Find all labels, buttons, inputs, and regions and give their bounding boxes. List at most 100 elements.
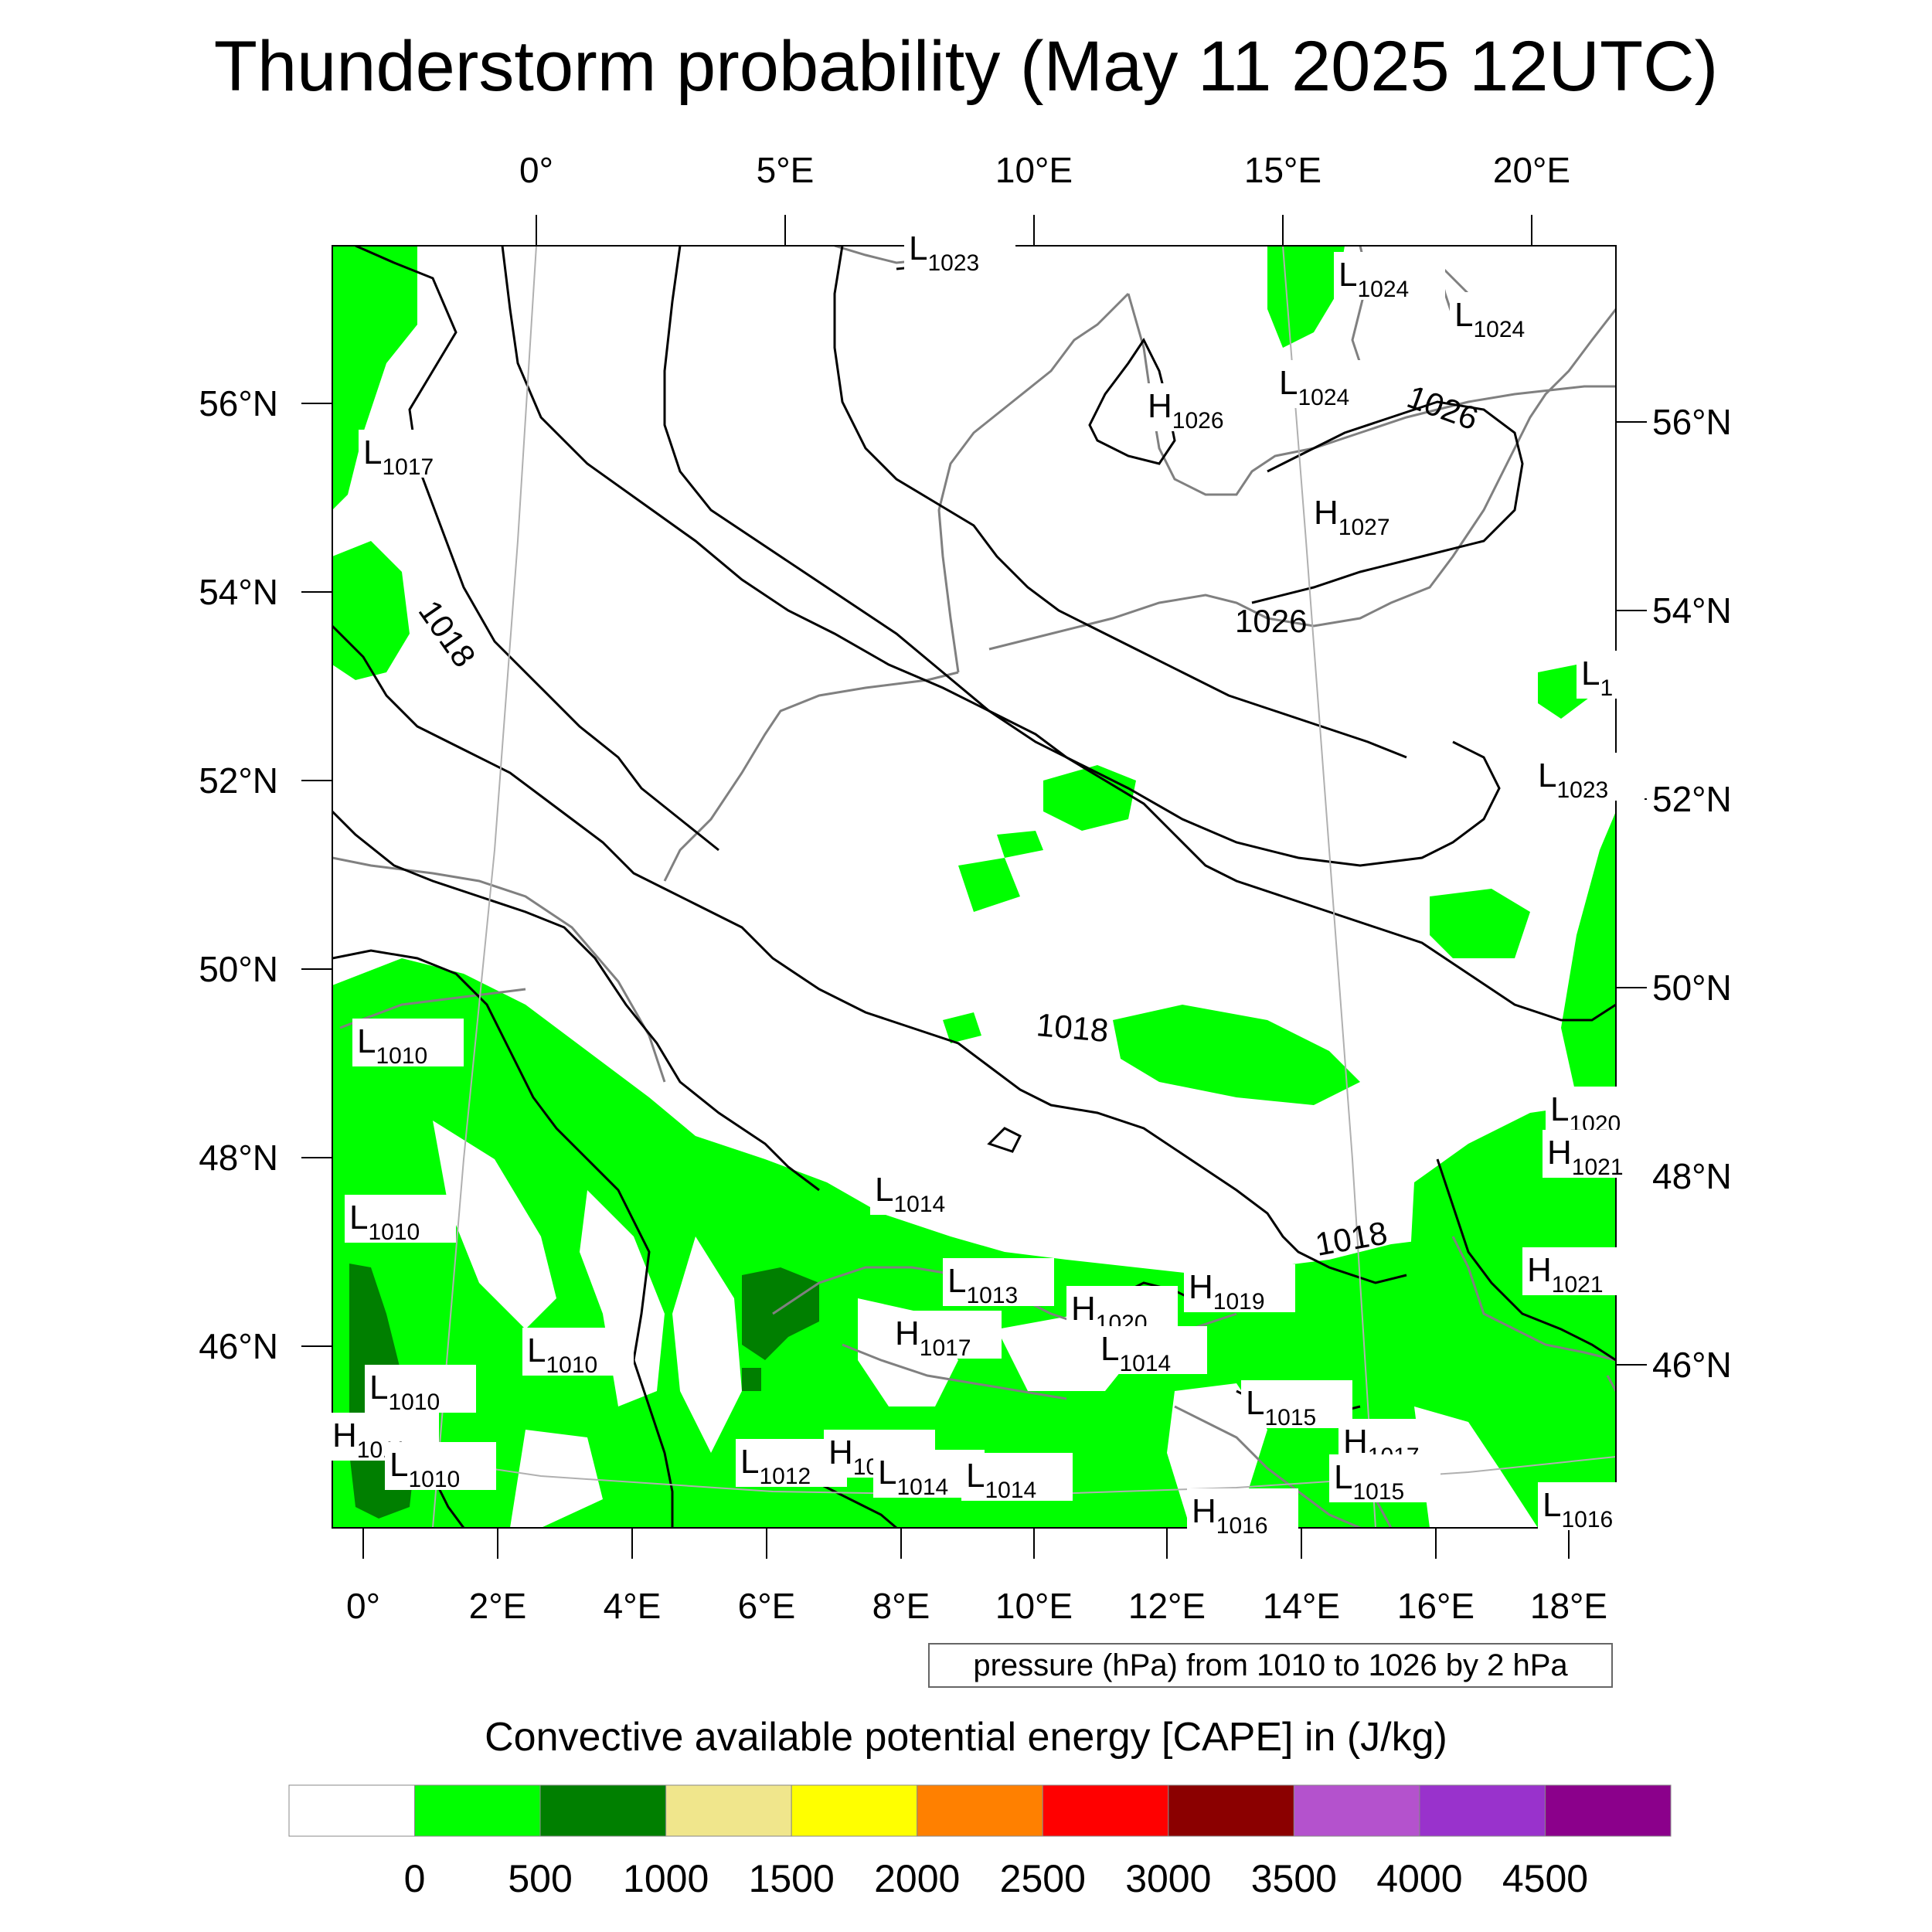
bottom-lon-label: 6°E bbox=[738, 1586, 796, 1626]
bottom-lon-label: 2°E bbox=[469, 1586, 527, 1626]
pressure-center-type: L bbox=[1543, 1486, 1561, 1524]
bottom-lon-label: 4°E bbox=[604, 1586, 662, 1626]
pressure-center-background bbox=[1543, 1130, 1654, 1178]
top-lon-label: 20°E bbox=[1493, 150, 1570, 190]
left-lat-ticks bbox=[301, 403, 332, 1347]
pressure-center-type: L bbox=[875, 1171, 893, 1209]
pressure-center-value: 1010 bbox=[388, 1389, 440, 1415]
isobars bbox=[332, 246, 1616, 1528]
high-pressure-label: H1026 bbox=[1148, 387, 1224, 434]
pressure-center-background bbox=[352, 1019, 464, 1066]
pressure-center-type: L bbox=[1100, 1330, 1119, 1368]
right-lat-label: 50°N bbox=[1652, 968, 1732, 1008]
low-pressure-label: L1014 bbox=[1100, 1330, 1171, 1376]
low-pressure-label: L1014 bbox=[875, 1171, 945, 1217]
low-pressure-label: L1024 bbox=[1338, 256, 1409, 302]
bottom-lon-label: 10°E bbox=[995, 1586, 1073, 1626]
bottom-lon-label: 14°E bbox=[1263, 1586, 1340, 1626]
colorbar-title: Convective available potential energy [C… bbox=[485, 1715, 1447, 1760]
low-pressure-label: L1014 bbox=[878, 1454, 948, 1500]
pressure-center-background bbox=[359, 430, 470, 478]
pressure-center-value: 1014 bbox=[893, 1192, 945, 1217]
pressure-center-type: L bbox=[1338, 256, 1357, 294]
right-lat-ticks bbox=[1616, 421, 1647, 1366]
pressure-center-value: 1021 bbox=[1572, 1155, 1624, 1180]
pressure-center-type: L bbox=[966, 1457, 985, 1495]
left-lat-labels: 56°N 54°N 52°N 50°N 48°N 46°N bbox=[199, 383, 278, 1366]
top-lon-ticks bbox=[536, 215, 1532, 246]
right-lat-label: 46°N bbox=[1652, 1345, 1732, 1385]
pressure-center-background bbox=[1538, 1482, 1649, 1530]
pressure-center-type: L bbox=[1454, 296, 1473, 334]
pressure-center-background bbox=[1143, 383, 1254, 431]
pressure-center-value: 1016 bbox=[1216, 1513, 1268, 1539]
pressure-center-type: L bbox=[369, 1369, 388, 1406]
pressure-center-background bbox=[1329, 1454, 1440, 1502]
low-pressure-label: L1010 bbox=[357, 1022, 427, 1069]
pressure-center-value: 1026 bbox=[1172, 408, 1224, 434]
pressure-center-value: 1010 bbox=[376, 1043, 427, 1069]
pressure-center-background bbox=[1096, 1326, 1207, 1374]
left-lat-label: 54°N bbox=[199, 572, 278, 612]
high-pressure-label: H1027 bbox=[1314, 494, 1390, 540]
pressure-center-type: H bbox=[1148, 387, 1172, 425]
pressure-center-type: L bbox=[363, 434, 382, 471]
low-pressure-label: L1016 bbox=[1543, 1486, 1613, 1532]
pressure-center-type: L bbox=[1538, 757, 1556, 794]
pressure-center-background bbox=[345, 1195, 456, 1243]
pressure-center-value: 1024 bbox=[1357, 277, 1409, 302]
pressure-center-background bbox=[1577, 651, 1632, 699]
high-pressure-label: H1017 bbox=[895, 1315, 971, 1361]
pressure-center-value: 1010 bbox=[408, 1467, 460, 1492]
pressure-center-value: 1015 bbox=[1264, 1405, 1316, 1430]
pressure-center-value: 1 bbox=[1600, 675, 1613, 701]
pressure-center-value: 1010 bbox=[546, 1352, 597, 1378]
pressure-center-value: 1014 bbox=[896, 1475, 948, 1500]
pressure-center-background bbox=[365, 1365, 476, 1413]
high-pressure-label: H1016 bbox=[1192, 1492, 1268, 1539]
pressure-center-background bbox=[1066, 1286, 1178, 1334]
top-lon-label: 15°E bbox=[1244, 150, 1321, 190]
low-pressure-label: L1023 bbox=[1538, 757, 1608, 803]
top-lon-label: 10°E bbox=[995, 150, 1073, 190]
pressure-center-type: L bbox=[909, 230, 927, 267]
pressure-center-type: L bbox=[1550, 1090, 1569, 1128]
pressure-center-background bbox=[385, 1442, 496, 1490]
bottom-lon-ticks bbox=[362, 1528, 1570, 1559]
low-pressure-label: L1014 bbox=[966, 1457, 1036, 1503]
low-pressure-label: L1 bbox=[1581, 655, 1613, 701]
low-pressure-label: L1015 bbox=[1334, 1458, 1404, 1505]
low-pressure-label: L1010 bbox=[369, 1369, 440, 1415]
pressure-center-type: L bbox=[1581, 655, 1600, 692]
pressure-center-type: L bbox=[947, 1262, 966, 1300]
pressure-center-type: L bbox=[1334, 1458, 1352, 1496]
left-lat-label: 48°N bbox=[199, 1138, 278, 1178]
pressure-center-type: H bbox=[895, 1315, 920, 1352]
pressure-center-type: L bbox=[878, 1454, 896, 1492]
pressure-center-type: H bbox=[1343, 1423, 1368, 1461]
pressure-center-background bbox=[1241, 1380, 1352, 1428]
high-pressure-label: H1021 bbox=[1527, 1251, 1604, 1298]
right-lat-label: 56°N bbox=[1652, 402, 1732, 442]
pressure-center-background bbox=[1522, 1247, 1634, 1295]
pressure-center-type: H bbox=[332, 1417, 357, 1454]
bottom-lon-label: 0° bbox=[346, 1586, 380, 1626]
pressure-center-background bbox=[870, 1167, 981, 1215]
pressure-center-type: H bbox=[1547, 1134, 1572, 1172]
pressure-center-background bbox=[522, 1328, 634, 1376]
low-pressure-label: L1023 bbox=[909, 230, 979, 276]
left-lat-label: 46°N bbox=[199, 1326, 278, 1366]
pressure-center-type: L bbox=[740, 1443, 759, 1481]
pressure-center-background bbox=[890, 1311, 1002, 1359]
pressure-center-value: 1017 bbox=[382, 454, 434, 480]
pressure-center-value: 1021 bbox=[1552, 1272, 1604, 1298]
pressure-center-type: H bbox=[828, 1434, 853, 1471]
pressure-centers: L1023 L1024L1024L1024H1026H1027L1017L1L10… bbox=[328, 226, 1657, 1539]
pressure-center-background bbox=[1274, 360, 1386, 408]
right-lat-label: 52°N bbox=[1652, 779, 1732, 819]
right-lat-label: 54°N bbox=[1652, 590, 1732, 631]
low-pressure-label: L1012 bbox=[740, 1443, 811, 1489]
low-pressure-label: L1017 bbox=[363, 434, 434, 480]
pressure-center-value: 1023 bbox=[1556, 777, 1608, 803]
